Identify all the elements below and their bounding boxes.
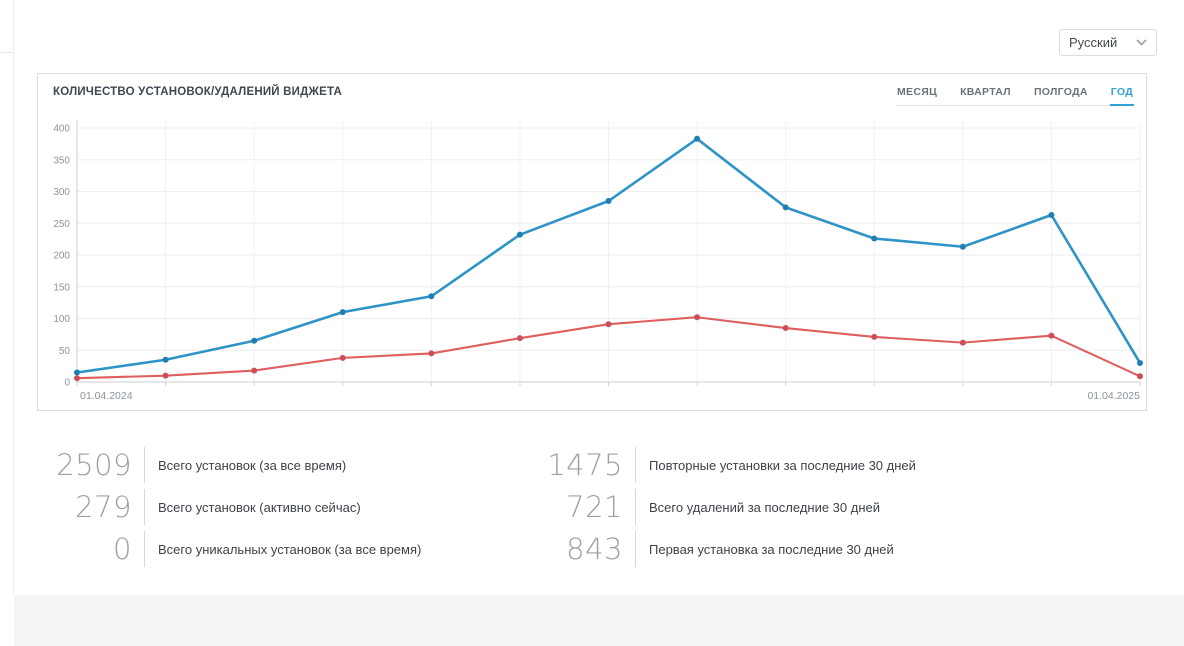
chevron-down-icon <box>1136 39 1147 46</box>
stat-value: 279 <box>75 490 132 524</box>
widget-stats-panel: КОЛИЧЕСТВО УСТАНОВОК/УДАЛЕНИЙ ВИДЖЕТА МЕ… <box>37 73 1147 411</box>
svg-text:0: 0 <box>64 378 70 389</box>
stat-divider <box>635 531 636 567</box>
stat-first-installs-30d: 843 Первая установка за последние 30 дне… <box>528 528 916 570</box>
stat-label: Первая установка за последние 30 дней <box>649 541 894 557</box>
svg-text:350: 350 <box>53 155 70 166</box>
installs-removals-line-chart: 0 50 100 150 200 250 300 350 400 01.04.2024 01.04.… <box>53 120 1143 402</box>
language-select[interactable]: Русский <box>1059 29 1157 56</box>
svg-text:250: 250 <box>53 219 70 230</box>
svg-text:150: 150 <box>53 282 70 293</box>
stat-label: Всего установок (за все время) <box>158 457 347 473</box>
stats-column-right: 1475 Повторные установки за последние 30… <box>528 444 916 570</box>
stat-repeat-installs-30d: 1475 Повторные установки за последние 30… <box>528 444 916 486</box>
footer-strip <box>14 595 1184 646</box>
content-left-divider <box>13 0 14 594</box>
tab-quarter[interactable]: КВАРТАЛ <box>960 86 1011 98</box>
tab-halfyear[interactable]: ПОЛГОДА <box>1033 86 1088 98</box>
stats-column-left: 2509 Всего установок (за все время) 279 … <box>37 444 421 570</box>
stat-value: 2509 <box>56 448 132 482</box>
stat-label: Всего уникальных установок (за все время… <box>158 541 422 557</box>
stat-divider <box>144 447 145 483</box>
language-select-value: Русский <box>1069 35 1118 50</box>
panel-title: КОЛИЧЕСТВО УСТАНОВОК/УДАЛЕНИЙ ВИДЖЕТА <box>53 86 342 98</box>
stat-label: Повторные установки за последние 30 дней <box>649 457 916 473</box>
stat-value: 1475 <box>547 448 623 482</box>
svg-text:200: 200 <box>53 251 70 262</box>
chart-area: 0 50 100 150 200 250 300 350 400 01.04.2024 01.04.… <box>39 110 1147 415</box>
tab-year[interactable]: ГОД <box>1109 85 1134 106</box>
svg-text:50: 50 <box>59 346 71 357</box>
stat-label: Всего установок (активно сейчас) <box>158 499 361 515</box>
tab-month[interactable]: МЕСЯЦ <box>897 86 938 98</box>
stat-divider <box>635 447 636 483</box>
period-tabs: МЕСЯЦ КВАРТАЛ ПОЛГОДА ГОД <box>896 85 1134 106</box>
svg-text:01.04.2025: 01.04.2025 <box>1087 390 1140 402</box>
page-edge-stub <box>0 0 13 53</box>
panel-header: КОЛИЧЕСТВО УСТАНОВОК/УДАЛЕНИЙ ВИДЖЕТА МЕ… <box>38 74 1146 110</box>
stat-divider <box>144 531 145 567</box>
stat-value: 843 <box>566 532 623 566</box>
stat-value: 0 <box>113 532 132 566</box>
svg-text:400: 400 <box>53 124 70 135</box>
stat-value: 721 <box>566 490 623 524</box>
stat-divider <box>635 489 636 525</box>
svg-text:300: 300 <box>53 187 70 198</box>
stat-unique-installs-alltime: 0 Всего уникальных установок (за все вре… <box>37 528 421 570</box>
stat-label: Всего удалений за последние 30 дней <box>649 499 881 515</box>
stat-installs-active-now: 279 Всего установок (активно сейчас) <box>37 486 421 528</box>
stat-total-installs-alltime: 2509 Всего установок (за все время) <box>37 444 421 486</box>
svg-text:100: 100 <box>53 314 70 325</box>
stat-divider <box>144 489 145 525</box>
stat-removals-30d: 721 Всего удалений за последние 30 дней <box>528 486 916 528</box>
svg-text:01.04.2024: 01.04.2024 <box>80 390 133 402</box>
